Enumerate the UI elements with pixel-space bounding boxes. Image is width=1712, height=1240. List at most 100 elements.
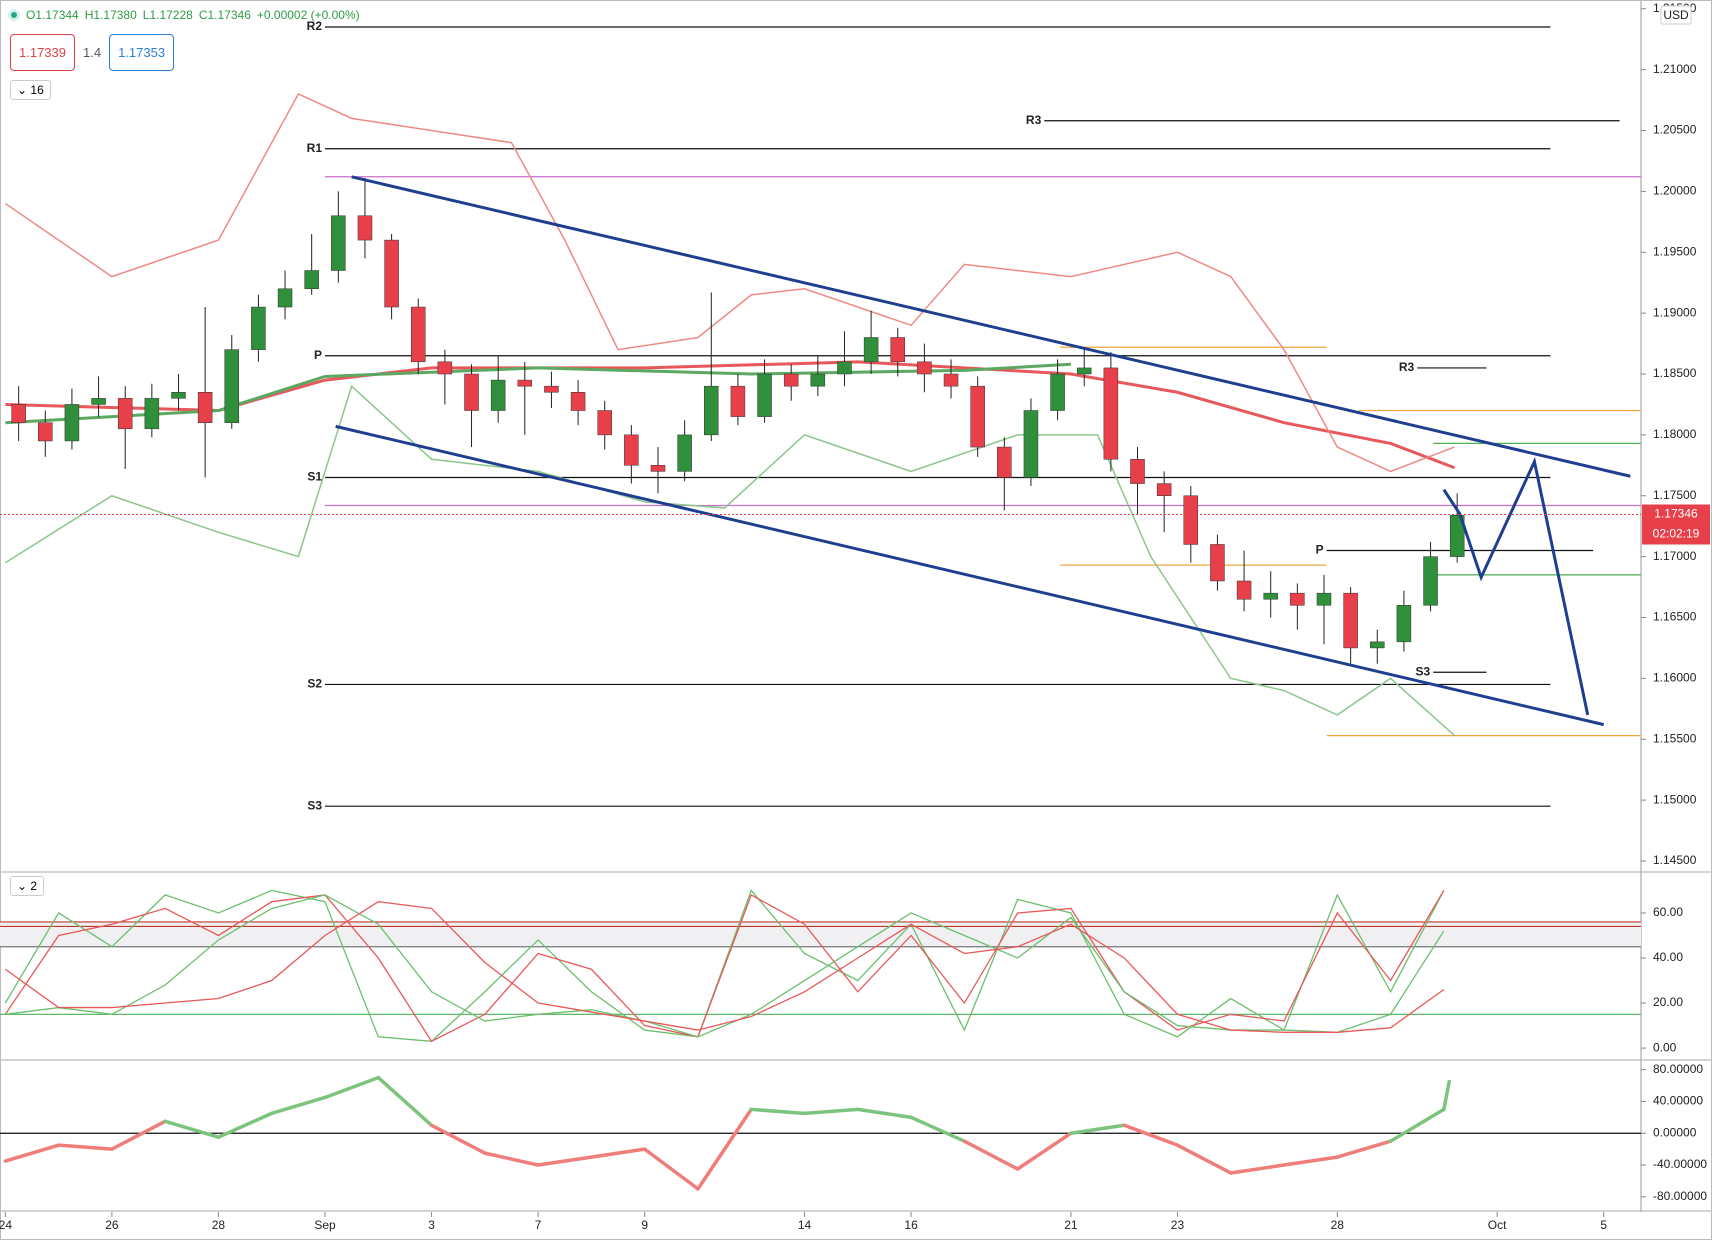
candle-body bbox=[64, 404, 80, 442]
momentum-segment bbox=[1229, 1163, 1286, 1175]
candle-body bbox=[304, 270, 319, 290]
x-tick-label: 28 bbox=[212, 1218, 226, 1232]
candle-body bbox=[277, 288, 293, 308]
candle-body bbox=[757, 373, 772, 417]
candle-body bbox=[1396, 605, 1412, 643]
level-label: S3 bbox=[307, 798, 322, 812]
momentum-segment bbox=[429, 1123, 487, 1155]
x-tick-label: 23 bbox=[1171, 1218, 1185, 1232]
y-tick-label: 1.17000 bbox=[1653, 549, 1697, 563]
candle-body bbox=[144, 398, 160, 430]
momentum-segment bbox=[696, 1107, 753, 1191]
momentum-segment bbox=[376, 1075, 434, 1128]
trend-line bbox=[1442, 456, 1590, 716]
candle-body bbox=[11, 404, 26, 423]
candle-body bbox=[331, 215, 346, 271]
candle-body bbox=[677, 434, 692, 472]
candle-body bbox=[117, 398, 133, 430]
level-label: P bbox=[1316, 543, 1324, 557]
candle-body bbox=[357, 215, 373, 241]
x-tick-label: Oct bbox=[1488, 1218, 1507, 1232]
level-band bbox=[0, 921, 1641, 947]
y-tick-label: 1.19000 bbox=[1653, 305, 1697, 319]
y-tick-label: 1.17500 bbox=[1653, 488, 1697, 502]
overlay-line bbox=[4, 93, 1455, 473]
y-tick-label: 1.18500 bbox=[1653, 366, 1697, 380]
sell-button[interactable]: 1.17339 bbox=[10, 34, 75, 71]
candle-body bbox=[704, 385, 719, 436]
candle-body bbox=[1290, 592, 1305, 606]
candle-body bbox=[1449, 514, 1465, 557]
level-label: R3 bbox=[1399, 360, 1415, 374]
candle-body bbox=[1210, 544, 1225, 582]
candle-body bbox=[570, 392, 586, 411]
oscillator-line bbox=[5, 894, 1445, 1038]
level-label: R1 bbox=[307, 141, 323, 155]
candle-body bbox=[384, 239, 399, 308]
y-tick-label: 1.15000 bbox=[1653, 792, 1697, 806]
candle-body bbox=[917, 361, 932, 375]
trend-line bbox=[335, 424, 1605, 727]
momentum-segment bbox=[909, 1115, 967, 1143]
x-tick-label: 21 bbox=[1064, 1218, 1078, 1232]
close-text: C1.17346 bbox=[198, 8, 251, 22]
badge-text: 2 bbox=[30, 879, 38, 893]
oscillator-line bbox=[4, 901, 1445, 1033]
overlay-line bbox=[4, 384, 1456, 737]
momentum-segment bbox=[856, 1107, 913, 1120]
change-text: +0.00002 (+0.00%) bbox=[256, 8, 360, 22]
last-price-box bbox=[1642, 504, 1710, 545]
x-tick-label: 7 bbox=[535, 1218, 542, 1232]
buy-button[interactable]: 1.17353 bbox=[109, 34, 175, 71]
indicator-toggle[interactable]: ⌄ 16 bbox=[10, 80, 51, 100]
level-label: R3 bbox=[1026, 113, 1042, 127]
candle-body bbox=[1263, 592, 1278, 600]
momentum-segment bbox=[110, 1119, 167, 1151]
currency-label: USD bbox=[1663, 8, 1689, 22]
y-tick-label: -80.00000 bbox=[1653, 1189, 1707, 1203]
level-label: P bbox=[314, 348, 322, 362]
y-tick-label: -40.00000 bbox=[1653, 1157, 1707, 1171]
momentum-segment bbox=[1442, 1079, 1451, 1112]
spread: 1.4 bbox=[83, 45, 102, 60]
y-tick-label: 0.00000 bbox=[1653, 1125, 1697, 1139]
x-tick-label: 26 bbox=[105, 1218, 119, 1232]
overlay-line bbox=[5, 360, 1456, 470]
candle-body bbox=[890, 337, 906, 363]
y-tick-label: 40.00 bbox=[1653, 950, 1683, 964]
candle-body bbox=[1130, 458, 1145, 484]
candle-body bbox=[597, 410, 612, 436]
momentum-segment bbox=[749, 1107, 807, 1116]
indicator-toggle[interactable]: ⌄ 2 bbox=[10, 876, 45, 896]
x-tick-label: 28 bbox=[1331, 1218, 1345, 1232]
candle-body bbox=[1076, 367, 1092, 375]
oscillator-line bbox=[4, 889, 1445, 1043]
candle-body bbox=[1236, 580, 1252, 600]
momentum-segment bbox=[1015, 1131, 1073, 1171]
momentum-segment bbox=[962, 1139, 1020, 1171]
overlay-line bbox=[5, 362, 1071, 425]
candle-body bbox=[224, 349, 240, 423]
candle-body bbox=[783, 373, 799, 387]
y-tick-label: 80.00000 bbox=[1653, 1062, 1703, 1076]
x-tick-label: 16 bbox=[904, 1218, 918, 1232]
candle-body bbox=[997, 446, 1012, 478]
y-tick-label: 60.00 bbox=[1653, 905, 1683, 919]
candle-body bbox=[544, 385, 559, 393]
momentum-segment bbox=[1335, 1139, 1393, 1159]
oscillator-line bbox=[4, 890, 1445, 1043]
legend-header: O1.17344 H1.17380 L1.17228 C1.17346 +0.0… bbox=[8, 8, 360, 22]
momentum-segment bbox=[1122, 1123, 1180, 1147]
candle-body bbox=[171, 392, 186, 399]
status-dot bbox=[8, 9, 20, 21]
y-tick-label: 1.21000 bbox=[1653, 62, 1697, 76]
low-text: L1.17228 bbox=[142, 8, 193, 22]
trade-boxes: 1.17339 1.4 1.17353 bbox=[10, 34, 175, 71]
candle-body bbox=[251, 306, 266, 350]
x-tick-label: Sep bbox=[314, 1218, 336, 1232]
momentum-segment bbox=[216, 1111, 274, 1139]
candle-body bbox=[837, 361, 852, 375]
currency-box bbox=[1660, 5, 1692, 25]
